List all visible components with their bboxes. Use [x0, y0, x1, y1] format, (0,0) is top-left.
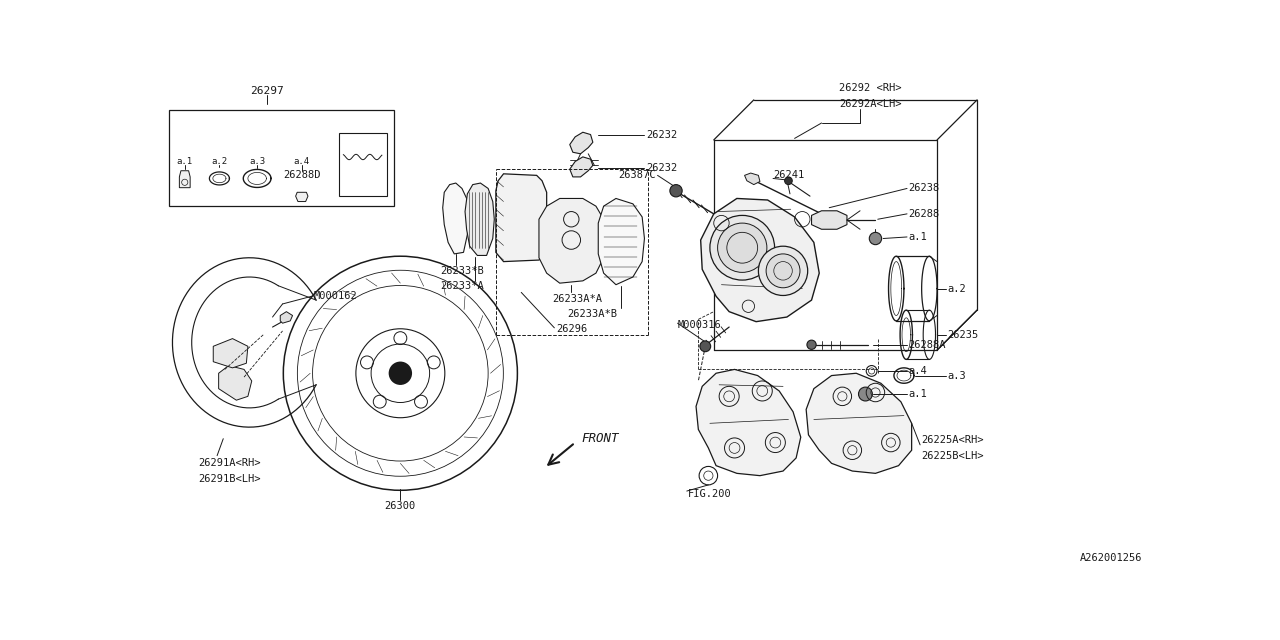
Text: 26232: 26232 — [646, 163, 677, 173]
Text: 26288D: 26288D — [283, 170, 320, 180]
Polygon shape — [280, 312, 293, 323]
Circle shape — [806, 340, 817, 349]
Polygon shape — [696, 369, 801, 476]
Text: 26292 <RH>: 26292 <RH> — [840, 83, 901, 93]
Text: 26292A<LH>: 26292A<LH> — [840, 99, 901, 109]
Polygon shape — [443, 183, 470, 254]
Polygon shape — [465, 183, 494, 255]
Text: M000316: M000316 — [677, 320, 722, 330]
Text: A262001256: A262001256 — [1080, 553, 1143, 563]
Polygon shape — [806, 373, 911, 474]
Polygon shape — [495, 174, 547, 262]
Text: 26233A*A: 26233A*A — [552, 294, 602, 303]
Circle shape — [859, 387, 873, 401]
Text: 26233*B: 26233*B — [440, 266, 484, 276]
Text: 26241: 26241 — [773, 170, 804, 180]
Text: 26288: 26288 — [909, 209, 940, 219]
Text: M000162: M000162 — [314, 291, 357, 301]
Text: FRONT: FRONT — [581, 432, 618, 445]
Circle shape — [785, 177, 792, 184]
Circle shape — [869, 232, 882, 244]
Text: a.4: a.4 — [909, 366, 927, 376]
Text: 26296: 26296 — [556, 324, 588, 334]
Circle shape — [767, 254, 800, 288]
Text: a.4: a.4 — [293, 157, 310, 166]
Text: 26288A: 26288A — [909, 340, 946, 349]
Text: a.2: a.2 — [211, 157, 228, 166]
Text: a.3: a.3 — [947, 371, 966, 381]
Polygon shape — [179, 171, 191, 188]
Text: a.1: a.1 — [177, 157, 193, 166]
Polygon shape — [598, 198, 644, 285]
Text: a.3: a.3 — [250, 157, 265, 166]
Text: 26387C: 26387C — [618, 170, 657, 180]
Text: 26297: 26297 — [251, 86, 284, 95]
Circle shape — [759, 246, 808, 296]
Polygon shape — [700, 198, 819, 322]
Polygon shape — [539, 198, 604, 283]
Text: 26225A<RH>: 26225A<RH> — [922, 435, 984, 445]
Polygon shape — [812, 211, 847, 229]
Bar — [339, 133, 387, 196]
Circle shape — [389, 362, 412, 385]
Text: a.1: a.1 — [909, 232, 927, 242]
Text: 26300: 26300 — [385, 502, 416, 511]
Text: 26233A*B: 26233A*B — [567, 309, 617, 319]
Circle shape — [710, 216, 774, 280]
Polygon shape — [219, 365, 252, 400]
Text: 26225B<LH>: 26225B<LH> — [922, 451, 984, 461]
Text: 26235: 26235 — [947, 330, 978, 340]
Text: 26238: 26238 — [909, 184, 940, 193]
Text: a.1: a.1 — [909, 389, 927, 399]
Polygon shape — [745, 173, 760, 184]
Text: 26233*A: 26233*A — [440, 281, 484, 291]
Polygon shape — [214, 339, 248, 368]
Text: 26291B<LH>: 26291B<LH> — [198, 474, 260, 484]
Text: FIG.200: FIG.200 — [689, 489, 732, 499]
Text: a.2: a.2 — [947, 284, 966, 294]
Text: 26232: 26232 — [646, 129, 677, 140]
Circle shape — [700, 341, 710, 352]
Polygon shape — [570, 132, 593, 154]
Circle shape — [669, 184, 682, 197]
Polygon shape — [570, 157, 593, 177]
Bar — [169, 110, 394, 206]
Circle shape — [718, 223, 767, 273]
Polygon shape — [296, 192, 308, 202]
Text: 26291A<RH>: 26291A<RH> — [198, 458, 260, 468]
